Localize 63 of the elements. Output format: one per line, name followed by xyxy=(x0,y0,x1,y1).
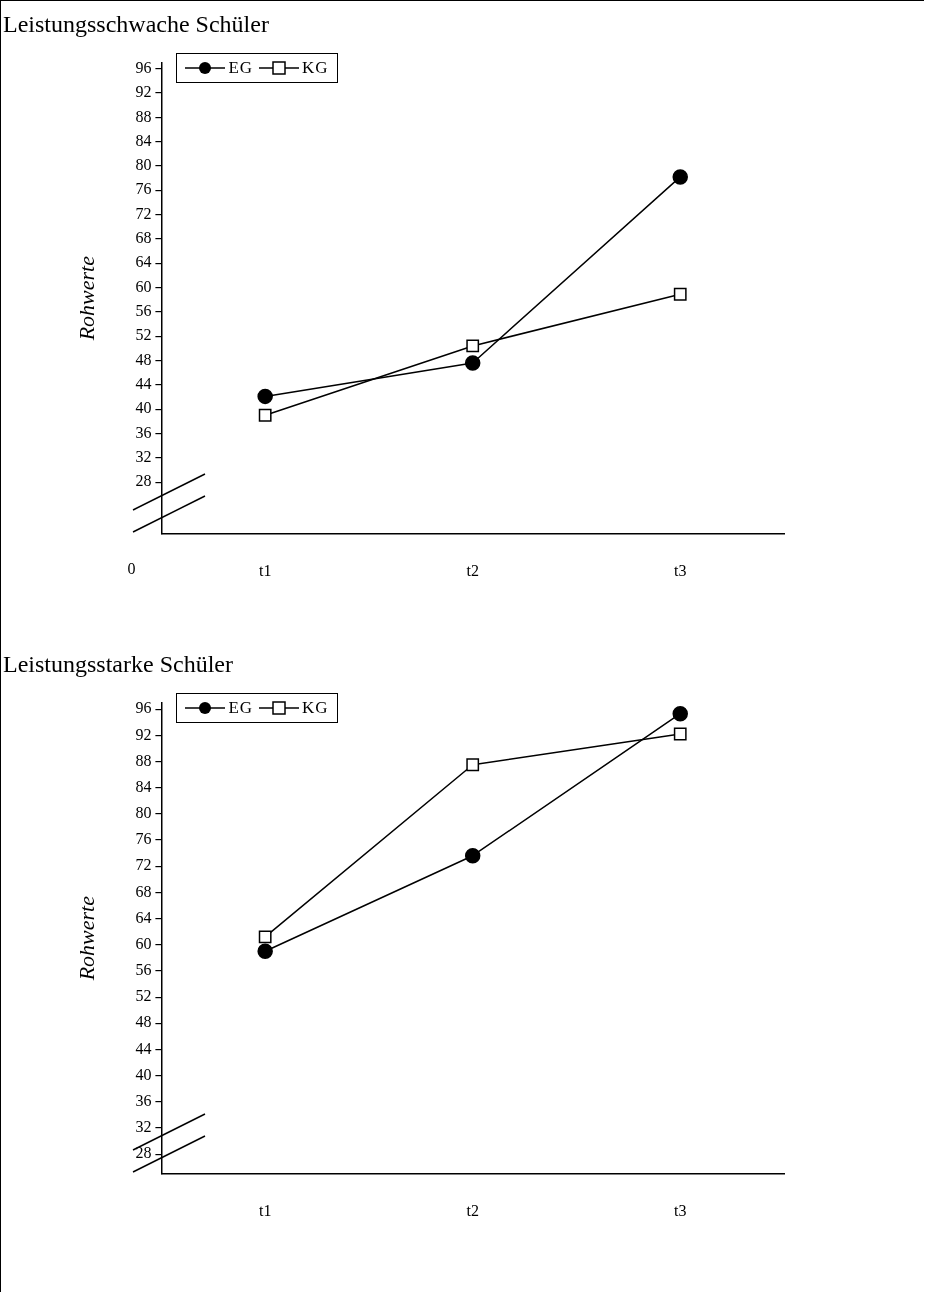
y-tick-label: 52 xyxy=(135,326,152,344)
point xyxy=(672,705,688,722)
y-tick-label: 72 xyxy=(135,856,152,874)
point xyxy=(258,408,272,422)
point xyxy=(257,388,273,405)
y-tick-label: 68 xyxy=(135,882,152,900)
y-tick-label: 40 xyxy=(135,1065,152,1083)
y-tick-label: 76 xyxy=(135,180,152,198)
y-tick-label: 96 xyxy=(135,699,152,717)
y-tick-label: 32 xyxy=(135,448,152,465)
y-tick-label: 72 xyxy=(135,204,152,222)
legend-label: EG xyxy=(228,57,254,78)
y-tick-label: 76 xyxy=(135,830,152,848)
y-tick-label: 52 xyxy=(135,987,152,1005)
y-tick-label: 56 xyxy=(135,961,152,979)
y-tick-label: 88 xyxy=(135,107,152,125)
y-tick-label: 44 xyxy=(135,375,152,393)
chart-title: Leistungsstarke Schüler xyxy=(3,651,233,678)
y-tick-label: 96 xyxy=(135,58,152,76)
point xyxy=(257,943,273,960)
point xyxy=(673,287,687,301)
legend-label: KG xyxy=(302,57,329,78)
point xyxy=(464,355,481,371)
y-tick-label: 40 xyxy=(135,399,152,417)
y-tick-label: 48 xyxy=(135,1013,152,1031)
x-tick-label: t2 xyxy=(466,561,479,579)
y-tick-label: 28 xyxy=(135,472,152,490)
legend-label: EG xyxy=(228,697,254,718)
point xyxy=(672,169,688,185)
y-tick-label: 44 xyxy=(135,1039,152,1057)
legend-label: KG xyxy=(302,697,329,718)
y-tick-label: 84 xyxy=(135,131,152,149)
y-tick-label: 48 xyxy=(135,350,152,368)
x-tick-label: t3 xyxy=(674,561,687,579)
chart-title: Leistungsschwache Schüler xyxy=(3,11,269,38)
y-tick-label: 28 xyxy=(135,1144,152,1162)
point xyxy=(673,727,687,741)
y-tick-label: 92 xyxy=(135,83,152,101)
y-tick-label: 60 xyxy=(135,934,152,952)
x-tick-label: t1 xyxy=(258,561,272,579)
x-tick-label: t3 xyxy=(674,1201,687,1219)
y-tick-label: 92 xyxy=(135,725,152,743)
y-axis-title: Rohwerte xyxy=(73,895,99,982)
y-tick-label: 80 xyxy=(135,804,152,822)
y-tick-label: 64 xyxy=(135,253,152,271)
y-tick-label: 60 xyxy=(135,277,152,295)
y-tick-label: 36 xyxy=(135,423,152,441)
x-tick-label: t2 xyxy=(466,1201,479,1219)
y-tick-label: 84 xyxy=(135,777,152,795)
point xyxy=(258,930,272,944)
y-tick-label: 36 xyxy=(135,1092,152,1110)
point xyxy=(466,758,480,772)
y-tick-label: 56 xyxy=(135,302,152,320)
y-tick-label: 88 xyxy=(135,751,152,769)
x-tick-label: t1 xyxy=(258,1201,272,1219)
y-tick-label: 64 xyxy=(135,908,152,926)
y-tick-label: 32 xyxy=(135,1118,152,1136)
point xyxy=(466,339,480,353)
y-tick-label: 68 xyxy=(135,229,152,247)
y-tick-label: 80 xyxy=(135,156,152,174)
y-axis-title: Rohwerte xyxy=(73,255,99,342)
text: 0 xyxy=(127,560,136,577)
point xyxy=(464,847,481,864)
